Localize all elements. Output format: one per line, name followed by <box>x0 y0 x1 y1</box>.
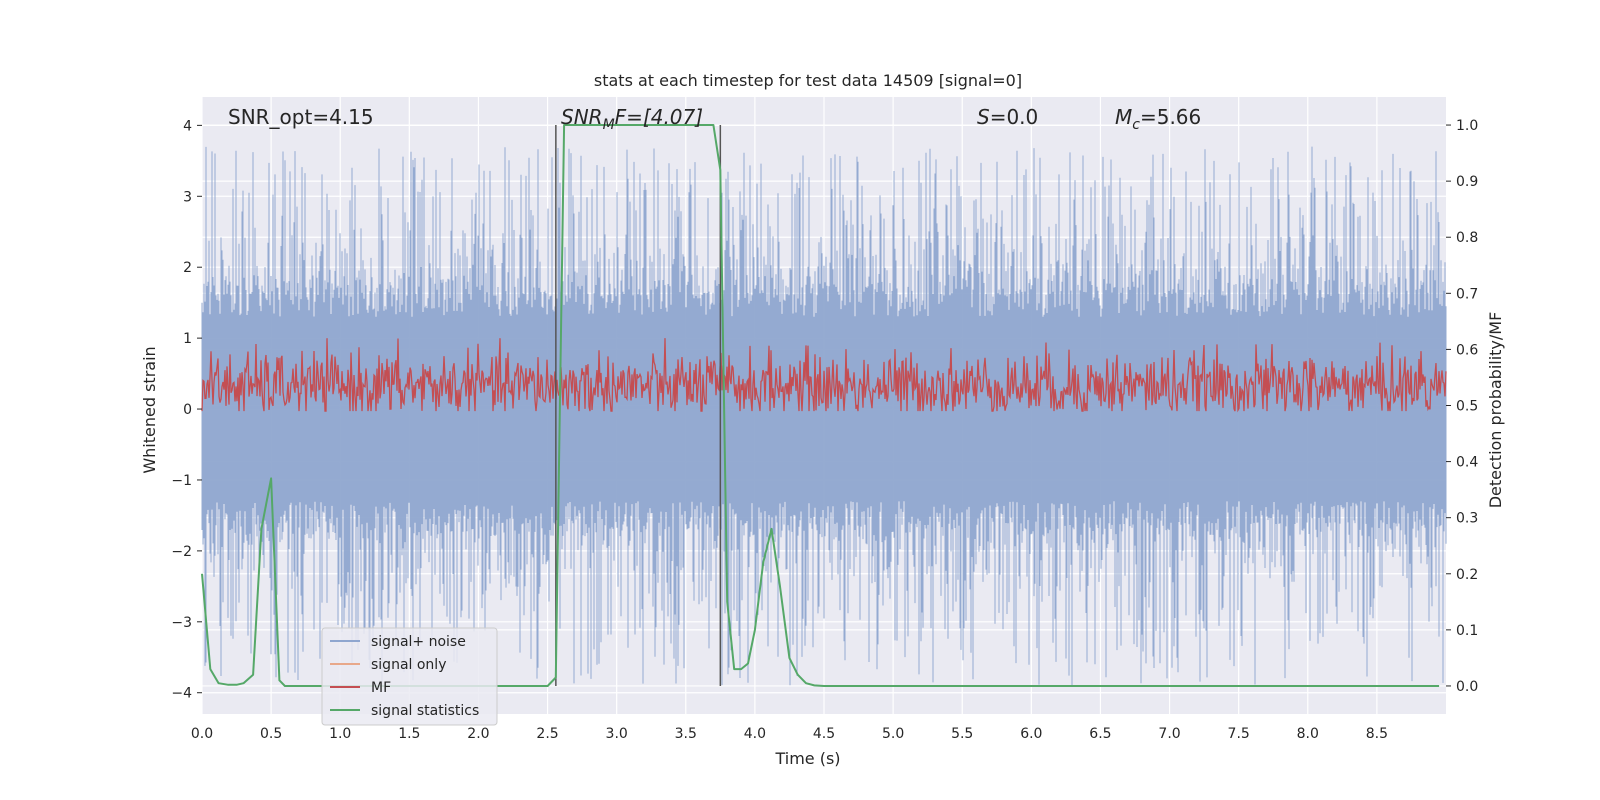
y-tick-label: 3 <box>183 189 192 205</box>
snr-mf-name: SNR <box>561 105 603 129</box>
x-tick-label: 6.0 <box>1020 726 1042 742</box>
s-name: S <box>977 105 990 129</box>
y-right-tick-label: 0.8 <box>1456 230 1478 246</box>
mc-sub: c <box>1132 117 1140 133</box>
y-right-tick-label: 0.6 <box>1456 342 1478 358</box>
x-axis-label: Time (s) <box>774 749 840 768</box>
legend-label-signal-noise: signal+ noise <box>371 634 466 650</box>
mc-value: =5.66 <box>1140 105 1201 129</box>
x-tick-label: 5.0 <box>882 726 904 742</box>
x-tick-label: 0.0 <box>191 726 213 742</box>
y-right-tick-label: 0.0 <box>1456 679 1478 695</box>
x-tick-label: 2.5 <box>536 726 558 742</box>
y-tick-label: 0 <box>183 402 192 418</box>
y-axis-label: Whitened strain <box>140 346 159 473</box>
legend-label-signal-statistics: signal statistics <box>371 703 479 719</box>
y-tick-label: −3 <box>171 615 192 631</box>
y-right-tick-label: 0.2 <box>1456 567 1478 583</box>
y-right-tick-label: 0.4 <box>1456 455 1478 471</box>
snr-mf-sub: M <box>603 117 615 133</box>
x-tick-label: 6.5 <box>1089 726 1111 742</box>
y-axis-right: 1.0 0.9 0.8 0.7 0.6 0.5 0.4 0.3 0.2 0.1 0.0 <box>1446 118 1478 695</box>
x-tick-label: 4.0 <box>744 726 766 742</box>
annotation-mc: Mc=5.66 <box>1115 105 1201 133</box>
y-tick-label: −4 <box>171 686 192 702</box>
legend: signal+ noise signal only MF signal stat… <box>321 627 498 726</box>
y-tick-label: 2 <box>183 260 192 276</box>
x-tick-label: 2.0 <box>467 726 489 742</box>
x-tick-label: 1.0 <box>329 726 351 742</box>
x-tick-label: 5.5 <box>951 726 973 742</box>
annotation-snr-mf: SNRMF=[4.07] <box>561 105 703 133</box>
series-signal-statistics <box>201 124 1440 687</box>
y-right-tick-label: 1.0 <box>1456 118 1478 134</box>
y-right-tick-label: 0.9 <box>1456 174 1478 190</box>
y-right-tick-label: 0.3 <box>1456 511 1478 527</box>
chart-title: stats at each timestep for test data 145… <box>594 71 1022 90</box>
legend-label-mf: MF <box>371 680 391 696</box>
mc-name: M <box>1115 105 1132 129</box>
y-tick-label: −2 <box>171 544 192 560</box>
y-right-tick-label: 0.1 <box>1456 623 1478 639</box>
x-tick-label: 1.5 <box>398 726 420 742</box>
y-tick-label: 4 <box>183 118 192 134</box>
y-axis-right-label: Detection probability/MF <box>1486 312 1505 509</box>
x-tick-label: 4.5 <box>813 726 835 742</box>
series-mf <box>201 338 1447 413</box>
signal-statistics-line <box>201 124 1440 687</box>
x-tick-label: 7.5 <box>1228 726 1250 742</box>
annotation-s: S=0.0 <box>977 105 1038 129</box>
s-value: =0.0 <box>990 105 1039 129</box>
y-tick-label: −1 <box>171 473 192 489</box>
legend-label-signal-only: signal only <box>371 657 446 673</box>
x-tick-label: 7.0 <box>1158 726 1180 742</box>
y-axis-left: 4 3 2 1 0 −1 −2 −3 −4 <box>171 118 202 702</box>
snr-mf-rest: F=[4.07] <box>615 105 703 129</box>
x-tick-label: 8.5 <box>1366 726 1388 742</box>
x-tick-label: 3.0 <box>606 726 628 742</box>
x-tick-label: 0.5 <box>260 726 282 742</box>
x-tick-label: 8.0 <box>1297 726 1319 742</box>
mf-trace <box>201 338 1447 413</box>
annotation-snr-opt: SNR_opt=4.15 <box>228 105 374 129</box>
x-tick-label: 3.5 <box>675 726 697 742</box>
y-right-tick-label: 0.7 <box>1456 286 1478 302</box>
y-tick-label: 1 <box>183 331 192 347</box>
y-right-tick-label: 0.5 <box>1456 399 1478 415</box>
x-axis: 0.0 0.5 1.0 1.5 2.0 2.5 3.0 3.5 4.0 4.5 5.0 5.5 6.0 6… <box>191 726 1388 742</box>
